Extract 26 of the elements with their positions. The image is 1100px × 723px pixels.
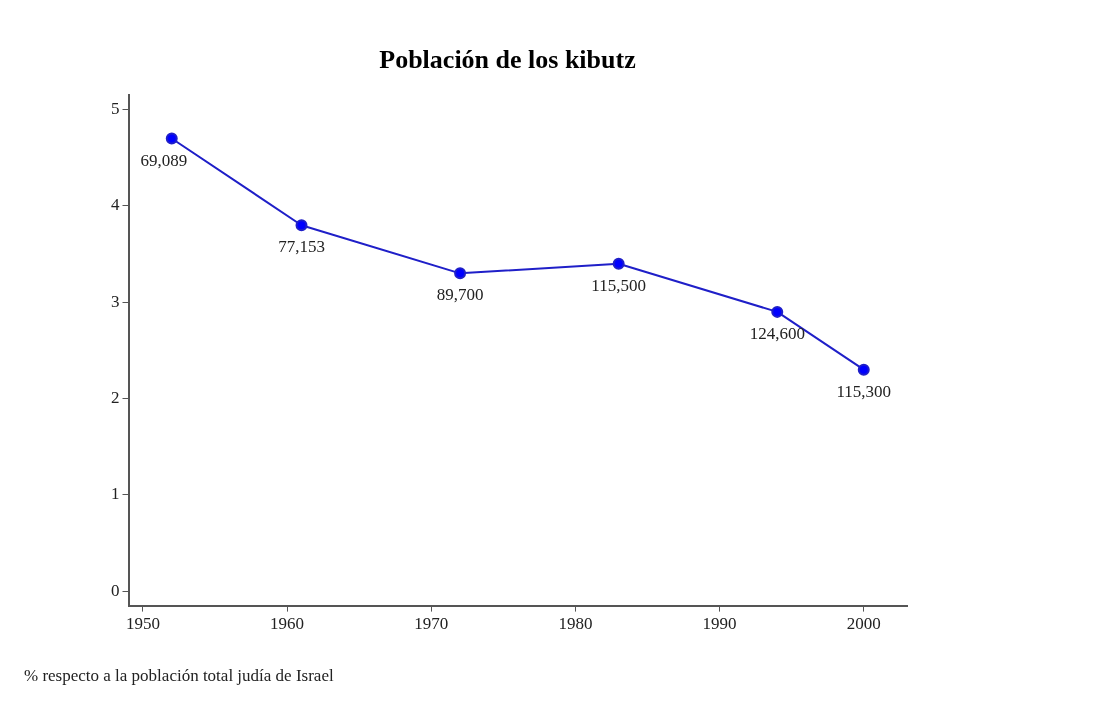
x-tick-label: 1980 — [558, 614, 593, 634]
x-tick-label: 1950 — [125, 614, 160, 634]
text: % respecto a la población total judía de Israel — [24, 666, 335, 686]
y-tick-label: 5 — [111, 99, 120, 119]
y-tick-label: 0 — [111, 580, 120, 600]
x-tick-label: 1990 — [702, 614, 737, 634]
x-tick-label: 2000 — [846, 614, 881, 634]
chart-title: Población de los kibutz — [379, 45, 636, 75]
point — [857, 363, 870, 376]
annotation: 124,600 — [749, 323, 805, 343]
y-tick-label: 3 — [111, 291, 120, 311]
annotation: 69,089 — [140, 150, 188, 170]
annotation: 89,700 — [436, 285, 484, 305]
annotation: 115,500 — [591, 275, 646, 295]
y-tick-label: 1 — [111, 484, 120, 504]
point — [771, 305, 784, 318]
annotation: 77,153 — [278, 237, 325, 257]
point — [165, 132, 178, 145]
x-tick-label: 1970 — [414, 614, 449, 634]
point — [295, 219, 308, 232]
x-tick-label: 1960 — [270, 614, 305, 634]
point — [612, 257, 625, 270]
point — [454, 267, 467, 280]
y-tick-label: 2 — [111, 388, 120, 408]
annotation: 115,300 — [836, 381, 892, 401]
y-tick-label: 4 — [111, 195, 120, 215]
